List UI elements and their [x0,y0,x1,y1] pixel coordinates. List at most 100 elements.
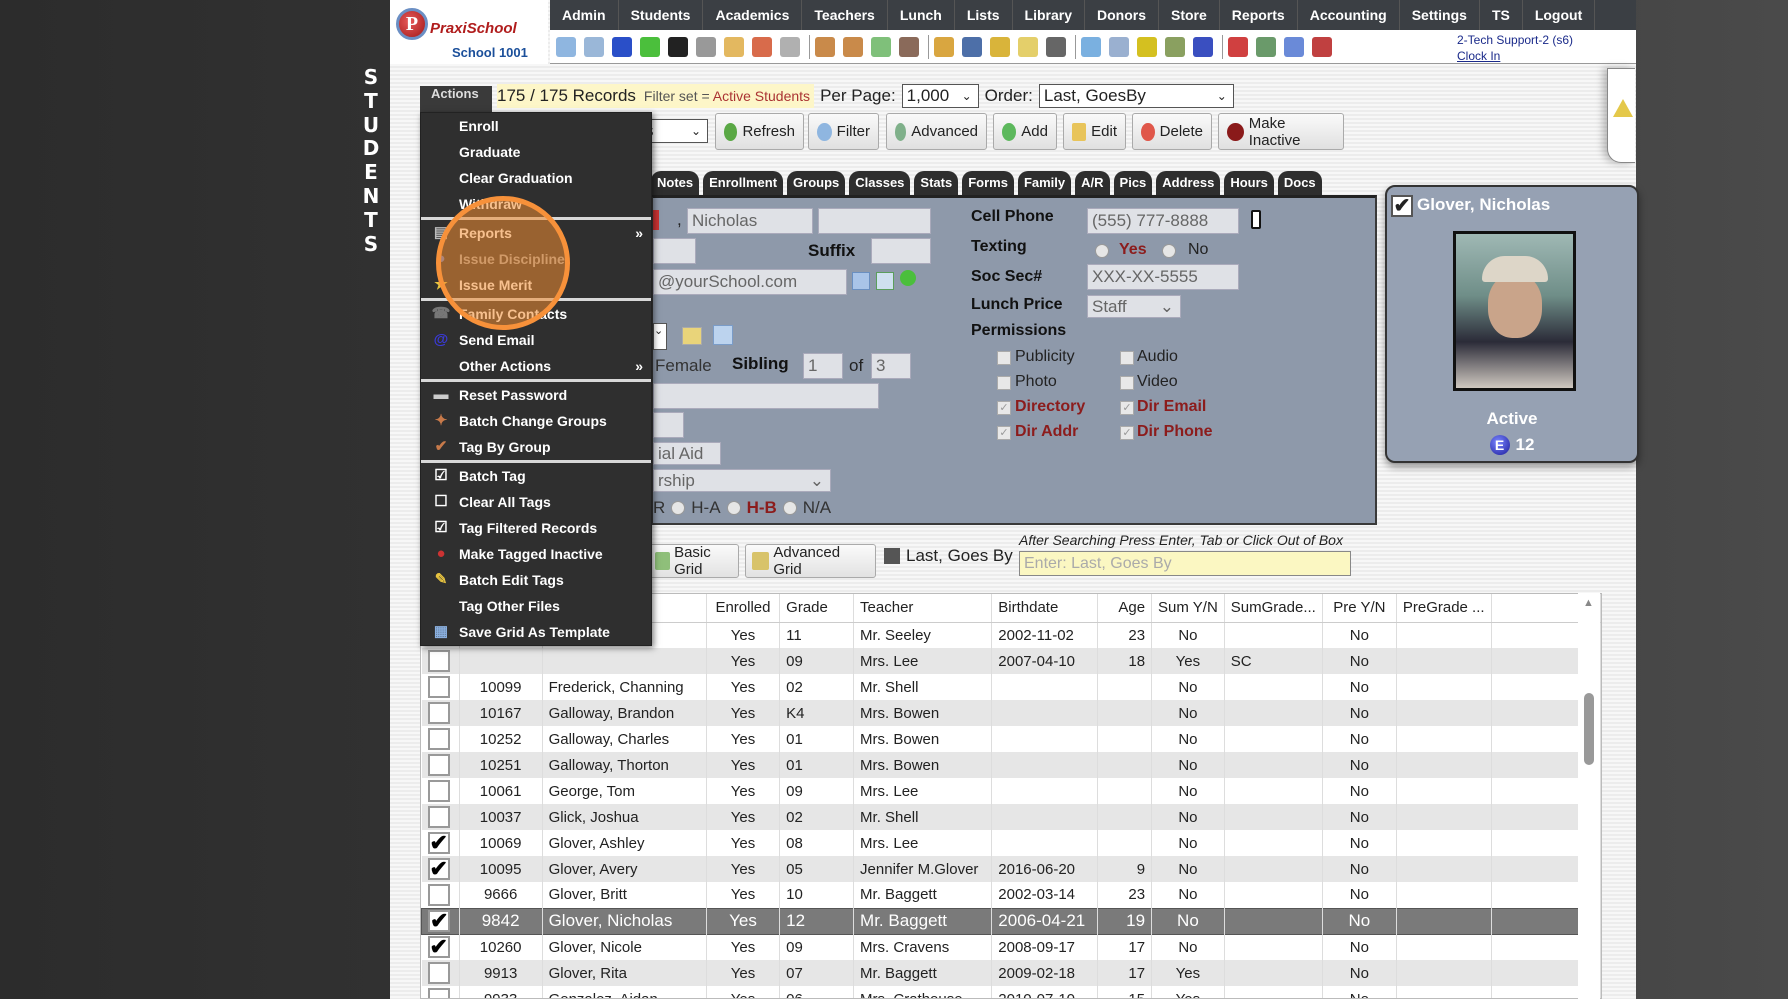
menu-item-batch-tag[interactable]: ☑ Batch Tag [421,463,651,489]
advanced-grid-button[interactable]: Advanced Grid [745,544,876,578]
name-field[interactable] [653,238,696,264]
table-row[interactable]: ✔ 9842 Glover, Nicholas Yes 12 Mr. Baggett 200… [421,908,1601,934]
menu-item-graduate[interactable]: Graduate [421,139,651,165]
email-field[interactable]: @yourSchool.com [653,269,847,295]
ap-icon[interactable] [1193,36,1213,57]
nav-accounting[interactable]: Accounting [1298,0,1400,30]
tag-checkbox[interactable] [427,806,450,828]
bell-icon[interactable] [990,36,1010,57]
text-field[interactable] [653,383,879,409]
permission-checkbox[interactable]: ✓ [1120,401,1134,415]
nav-lunch[interactable]: Lunch [888,0,955,30]
tag-checkbox-checked[interactable]: ✔ [427,830,450,855]
scroll-up-icon[interactable]: ▲ [1583,597,1594,609]
middle-name-field[interactable] [818,208,931,234]
nav-teachers[interactable]: Teachers [802,0,888,30]
menu-item-clear-all-tags[interactable]: ☐ Clear All Tags [421,489,651,515]
mail-icon[interactable] [852,272,870,290]
envelope-icon[interactable] [713,325,733,345]
tab-groups[interactable]: Groups [787,171,846,195]
clock-icon[interactable] [1081,36,1101,57]
menu-item-enroll[interactable]: Enroll [421,113,651,139]
tab-classes[interactable]: Classes [849,171,911,195]
lunch-price-select[interactable]: Staff ⌄ [1087,295,1181,318]
column-header[interactable]: Sum Y/N [1151,594,1225,623]
select-edge[interactable]: ⌄ [653,323,667,350]
menu-item-tag-by-group[interactable]: ✔ Tag By Group [421,434,651,460]
tag-checkbox[interactable] [427,962,450,984]
add-user-icon[interactable] [815,36,835,57]
column-header[interactable]: SumGrade... [1224,594,1323,623]
advanced-button[interactable]: Advanced [886,113,987,150]
menu-item-save-grid-as-template[interactable]: ▦ Save Grid As Template [421,619,651,645]
add-button[interactable]: Add [993,113,1057,150]
helper-tab[interactable] [1607,68,1635,163]
grid-scrollbar[interactable]: ▲ [1578,593,1600,999]
permission-checkbox[interactable] [997,351,1011,365]
menu-item-make-tagged-inactive[interactable]: ● Make Tagged Inactive [421,541,651,567]
tag-checkbox[interactable] [427,676,450,698]
basic-grid-button[interactable]: Basic Grid [648,544,739,578]
texting-yes-radio[interactable] [1095,244,1109,258]
tag-checkbox[interactable] [427,650,450,672]
menu-item-batch-change-groups[interactable]: ✦ Batch Change Groups [421,408,651,434]
scholarship-select[interactable]: rship ⌄ [653,469,831,492]
edit-button[interactable]: Edit [1063,113,1126,150]
short-field[interactable] [653,412,684,438]
housing-radio[interactable] [726,501,741,515]
tag-checkbox[interactable] [427,728,450,750]
first-name-field[interactable]: Nicholas [687,208,813,234]
per-page-select[interactable]: 1,000 ⌄ [901,84,979,108]
table-row[interactable]: ✔ 10069 Glover, Ashley Yes 08 Mrs. Lee No No [421,830,1601,856]
tag-checkbox-checked[interactable]: ✔ [427,934,450,960]
housing-radio[interactable] [782,501,797,515]
nav-admin[interactable]: Admin [550,0,619,30]
table-row[interactable]: ✔ 10260 Glover, Nicole Yes 09 Mrs. Cravens 200… [421,934,1601,960]
actions-menu-header[interactable]: Actions [420,86,492,112]
users-icon[interactable] [899,36,919,57]
tab-forms[interactable]: Forms [962,171,1014,195]
make-inactive-button[interactable]: Make Inactive [1218,113,1344,150]
aid-select[interactable]: ial Aid ⌄ [653,442,721,484]
tag-checkbox-checked[interactable]: ✔ [427,856,450,881]
tag-checkbox[interactable] [427,754,450,776]
tab-pics[interactable]: Pics [1113,171,1153,195]
clock-in-link[interactable]: Clock In [1457,49,1501,63]
table-row[interactable]: 10252 Galloway, Charles Yes 01 Mrs. Bowen No N… [421,726,1601,752]
filter-button[interactable]: Filter [808,113,879,150]
table-row[interactable]: 9933 Gonzalez, Aidan Yes 06 Mrs. Crathouse 20… [421,986,1601,998]
power-icon[interactable] [1312,36,1332,57]
grid-icon[interactable] [724,36,744,57]
nav-ts[interactable]: TS [1480,0,1523,30]
printer-icon[interactable] [1165,36,1185,57]
tag-checkbox[interactable] [427,780,450,802]
money-icon[interactable] [871,36,891,57]
calendar-icon[interactable] [584,36,604,57]
logo[interactable]: P PraxiSchool School 1001 [390,0,548,64]
pdf-icon[interactable] [1228,36,1248,57]
suffix-field[interactable] [871,238,931,264]
delete-button[interactable]: Delete [1132,113,1212,150]
permission-checkbox[interactable]: ✓ [997,426,1011,440]
tab-address[interactable]: Address [1156,171,1221,195]
help-icon[interactable] [1284,36,1304,57]
column-header[interactable]: Grade [779,594,855,623]
scroll-thumb[interactable] [1584,693,1594,765]
refresh-button[interactable]: Refresh [715,113,804,150]
card-tag-checkbox[interactable]: ✔ [1391,195,1413,217]
tab-family[interactable]: Family [1017,171,1072,195]
nav-donors[interactable]: Donors [1085,0,1159,30]
ssn-field[interactable]: XXX-XX-5555 [1087,264,1239,290]
menu-item-reset-password[interactable]: ▬ Reset Password [421,382,651,408]
card-icon[interactable] [1137,36,1157,57]
phone-icon[interactable] [668,36,688,57]
column-header[interactable]: Age [1097,594,1153,623]
tab-ar[interactable]: A/R [1075,171,1110,195]
nav-logout[interactable]: Logout [1523,0,1596,30]
student-photo[interactable] [1453,231,1576,391]
user-icon[interactable] [843,36,863,57]
nav-settings[interactable]: Settings [1400,0,1480,30]
table-row[interactable]: 10099 Frederick, Channing Yes 02 Mr. Shell No… [421,674,1601,700]
tab-enrollment[interactable]: Enrollment [703,171,784,195]
send-mail-icon[interactable] [876,272,894,290]
